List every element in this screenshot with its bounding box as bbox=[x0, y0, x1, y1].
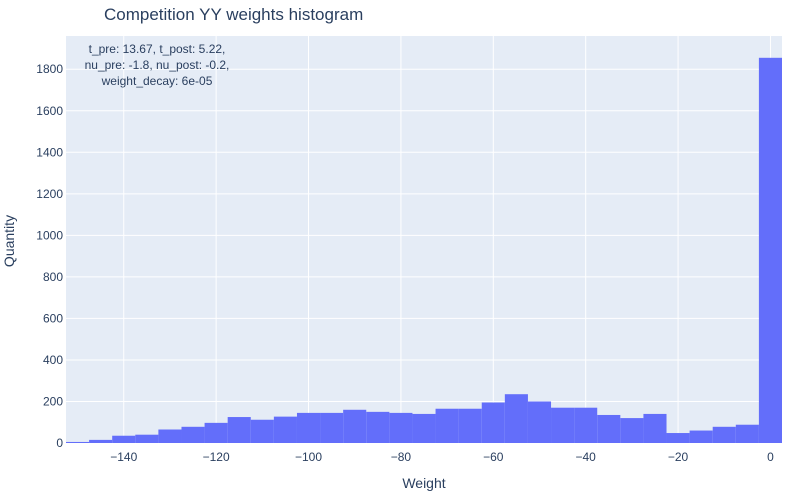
x-tick-label: 0 bbox=[767, 450, 774, 464]
histogram-bar bbox=[527, 401, 552, 443]
y-axis-ticks: 0 200 400 600 800 1000 1200 1400 1600 1800 bbox=[36, 62, 63, 450]
histogram-bar bbox=[735, 424, 759, 443]
x-tick-label: −60 bbox=[483, 450, 504, 464]
y-tick-label: 1600 bbox=[36, 104, 63, 118]
histogram-bar bbox=[504, 394, 528, 443]
histogram-bar bbox=[389, 412, 413, 443]
plot-area bbox=[66, 36, 782, 443]
y-tick-label: 800 bbox=[43, 270, 63, 284]
histogram-bar bbox=[320, 412, 344, 443]
histogram-bar bbox=[666, 433, 690, 443]
x-axis-ticks: −140 −120 −100 −80 −60 −40 −20 0 bbox=[110, 450, 774, 464]
y-axis-title: Quantity bbox=[1, 214, 17, 268]
histogram-bar bbox=[89, 439, 113, 443]
x-tick-label: −100 bbox=[295, 450, 322, 464]
histogram-bar bbox=[574, 407, 598, 443]
histogram-bar bbox=[250, 419, 274, 443]
bars bbox=[66, 57, 782, 444]
histogram-bar bbox=[227, 417, 251, 443]
histogram-bar bbox=[435, 408, 459, 443]
histogram-bar bbox=[551, 407, 575, 443]
histogram-bar bbox=[366, 411, 390, 443]
histogram-bar bbox=[181, 426, 205, 443]
y-tick-label: 600 bbox=[43, 311, 63, 325]
histogram-bar bbox=[643, 413, 667, 443]
histogram-bar bbox=[689, 430, 713, 443]
histogram-bar bbox=[273, 416, 297, 443]
x-tick-label: −120 bbox=[203, 450, 230, 464]
histogram-bar bbox=[158, 429, 182, 443]
histogram-bar bbox=[620, 418, 644, 443]
histogram-bar bbox=[135, 434, 159, 443]
hyperparameter-annotation: t_pre: 13.67, t_post: 5.22, nu_pre: -1.8… bbox=[84, 42, 230, 88]
x-tick-label: −80 bbox=[391, 450, 412, 464]
y-tick-label: 0 bbox=[56, 436, 63, 450]
y-tick-label: 1200 bbox=[36, 187, 63, 201]
x-tick-label: −20 bbox=[668, 450, 689, 464]
histogram-bar bbox=[481, 402, 505, 443]
histogram-bar bbox=[343, 409, 367, 443]
histogram-bar bbox=[66, 441, 90, 443]
histogram-bar bbox=[112, 435, 136, 443]
x-tick-label: −40 bbox=[575, 450, 596, 464]
y-tick-label: 200 bbox=[43, 394, 63, 408]
histogram-bar bbox=[597, 414, 621, 443]
x-tick-label: −140 bbox=[110, 450, 137, 464]
y-tick-label: 1800 bbox=[36, 62, 63, 76]
chart-title: Competition YY weights histogram bbox=[104, 5, 364, 24]
y-tick-label: 400 bbox=[43, 353, 63, 367]
histogram-bar bbox=[296, 412, 321, 443]
x-axis-title: Weight bbox=[402, 475, 446, 491]
y-tick-label: 1000 bbox=[36, 228, 63, 242]
y-tick-label: 1400 bbox=[36, 145, 63, 159]
histogram-bar bbox=[758, 57, 782, 444]
histogram-bar bbox=[458, 408, 482, 443]
histogram-bar bbox=[412, 413, 436, 443]
histogram-bar bbox=[204, 422, 228, 443]
histogram-bar bbox=[712, 426, 736, 443]
gridlines bbox=[66, 36, 782, 443]
